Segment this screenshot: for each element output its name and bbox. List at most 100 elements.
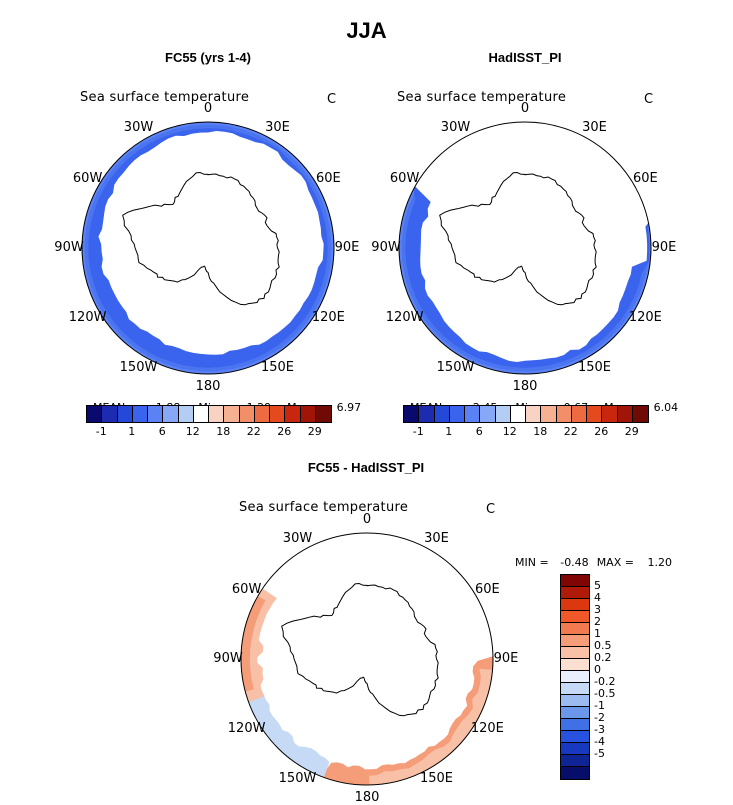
colorbar-tick-label: -1 bbox=[95, 425, 107, 438]
units-hadisst: C bbox=[644, 92, 654, 107]
longitude-label: 60E bbox=[632, 170, 658, 186]
colorbar-tick-label: 5 bbox=[594, 579, 601, 592]
colorbar-swatch bbox=[434, 406, 450, 422]
colorbar-swatch bbox=[561, 575, 589, 587]
longitude-label: 180 bbox=[512, 379, 538, 394]
colorbar-swatch bbox=[117, 406, 133, 422]
longitude-label: 120W bbox=[227, 720, 266, 736]
colorbar-swatch bbox=[526, 406, 542, 422]
colorbar-swatch bbox=[587, 406, 603, 422]
antarctica-coastline bbox=[281, 582, 439, 717]
colorbar-tick-label: -3 bbox=[594, 723, 605, 736]
colorbar-swatch bbox=[617, 406, 633, 422]
colorbar-tick-label: 26 bbox=[277, 425, 292, 438]
colorbar-tick-label: -5 bbox=[594, 747, 605, 760]
longitude-label: 0 bbox=[520, 101, 530, 116]
colorbar-tick-label: -2 bbox=[594, 711, 605, 724]
longitude-label: 30W bbox=[282, 530, 313, 546]
colorbar-swatch bbox=[561, 599, 589, 611]
colorbar-swatch bbox=[561, 587, 589, 599]
colorbar-swatch bbox=[561, 755, 589, 767]
colorbar-tick-label: 29 bbox=[624, 425, 639, 438]
colorbar-swatch bbox=[556, 406, 572, 422]
colorbar-swatch bbox=[239, 406, 255, 422]
colorbar-tick-label: 1 bbox=[128, 425, 136, 438]
colorbar-tick-label: 18 bbox=[216, 425, 231, 438]
colorbar-swatch bbox=[178, 406, 194, 422]
longitude-label: 30W bbox=[440, 119, 471, 135]
longitude-label: 30E bbox=[424, 530, 449, 546]
colorbar-swatch bbox=[571, 406, 587, 422]
colorbar-tick-label: 26 bbox=[594, 425, 609, 438]
antarctica-coastline bbox=[122, 171, 280, 306]
colorbar-swatch bbox=[561, 731, 589, 743]
longitude-label: 90W bbox=[54, 240, 84, 255]
colorbar-tick-label: 18 bbox=[533, 425, 548, 438]
colorbar-tick-label: 12 bbox=[185, 425, 200, 438]
longitude-label: 0 bbox=[362, 512, 372, 527]
colorbar-hadisst bbox=[403, 405, 649, 423]
panel-title-hadisst: HadISST_PI bbox=[488, 50, 562, 65]
figure-title: JJA bbox=[346, 18, 387, 43]
colorbar-swatch bbox=[404, 406, 420, 422]
stat-max-value: 1.20 bbox=[647, 556, 672, 569]
longitude-label: 90E bbox=[334, 240, 360, 255]
colorbar-swatch bbox=[315, 406, 331, 422]
longitude-label: 90W bbox=[371, 240, 401, 255]
stat-max-value: 6.97 bbox=[336, 401, 362, 414]
colorbar-tick-label: -1 bbox=[594, 699, 605, 712]
map-diff bbox=[241, 533, 493, 785]
colorbar-swatch bbox=[254, 406, 270, 422]
longitude-label: 150E bbox=[260, 360, 295, 376]
colorbar-swatch bbox=[495, 406, 511, 422]
variable-name-fc55: Sea surface temperature bbox=[80, 90, 250, 105]
colorbar-tick-label: 0.2 bbox=[594, 651, 612, 664]
units-fc55: C bbox=[327, 92, 337, 107]
colorbar-swatch bbox=[148, 406, 164, 422]
colorbar-tick-label: 4 bbox=[594, 591, 601, 604]
colorbar-tick-label: -0.5 bbox=[594, 687, 616, 700]
longitude-label: 0 bbox=[203, 101, 213, 116]
longitude-label: 30W bbox=[123, 119, 154, 135]
anomaly-positive-atlantic-strong bbox=[241, 589, 266, 695]
longitude-label: 90W bbox=[213, 651, 243, 666]
variable-name-diff: Sea surface temperature bbox=[239, 500, 409, 515]
colorbar-swatch bbox=[87, 406, 103, 422]
colorbar-swatch bbox=[193, 406, 209, 422]
antarctica-coastline bbox=[439, 171, 597, 306]
longitude-label: 60E bbox=[474, 581, 500, 597]
stat-max-label: MAX = bbox=[596, 556, 634, 569]
colorbar-tick-label: -4 bbox=[594, 735, 605, 748]
panel-title-fc55: FC55 (yrs 1-4) bbox=[165, 50, 251, 65]
longitude-label: 120E bbox=[628, 309, 662, 325]
panel-title-diff: FC55 - HadISST_PI bbox=[307, 460, 425, 475]
longitude-label: 120W bbox=[385, 309, 424, 325]
colorbar-swatch bbox=[561, 659, 589, 671]
longitude-label: 30E bbox=[265, 119, 290, 135]
colorbar-swatch bbox=[449, 406, 465, 422]
map-boundary-circle bbox=[398, 121, 652, 375]
longitude-label: 120E bbox=[470, 720, 504, 736]
colorbar-tick-label: 0.5 bbox=[594, 639, 612, 652]
colorbar-swatch bbox=[561, 623, 589, 635]
colorbar-swatch bbox=[480, 406, 496, 422]
colorbar-swatch bbox=[561, 611, 589, 623]
colorbar-tick-label: 29 bbox=[307, 425, 322, 438]
longitude-label: 60E bbox=[315, 170, 341, 186]
colorbar-swatch bbox=[163, 406, 179, 422]
colorbar-swatch bbox=[465, 406, 481, 422]
map-boundary-circle bbox=[240, 532, 494, 786]
longitude-label: 150W bbox=[436, 360, 475, 376]
colorbar-swatch bbox=[132, 406, 148, 422]
stat-min-value: -0.48 bbox=[560, 556, 589, 569]
colorbar-tick-label: 1 bbox=[594, 627, 601, 640]
colorbar-swatch bbox=[561, 743, 589, 755]
colorbar-swatch bbox=[561, 635, 589, 647]
colorbar-tick-label: -0.2 bbox=[594, 675, 616, 688]
colorbar-swatch bbox=[632, 406, 648, 422]
map-hadisst bbox=[399, 122, 651, 374]
colorbar-tick-label: 6 bbox=[475, 425, 483, 438]
colorbar-tick-label: 0 bbox=[594, 663, 601, 676]
colorbar-swatch bbox=[602, 406, 618, 422]
